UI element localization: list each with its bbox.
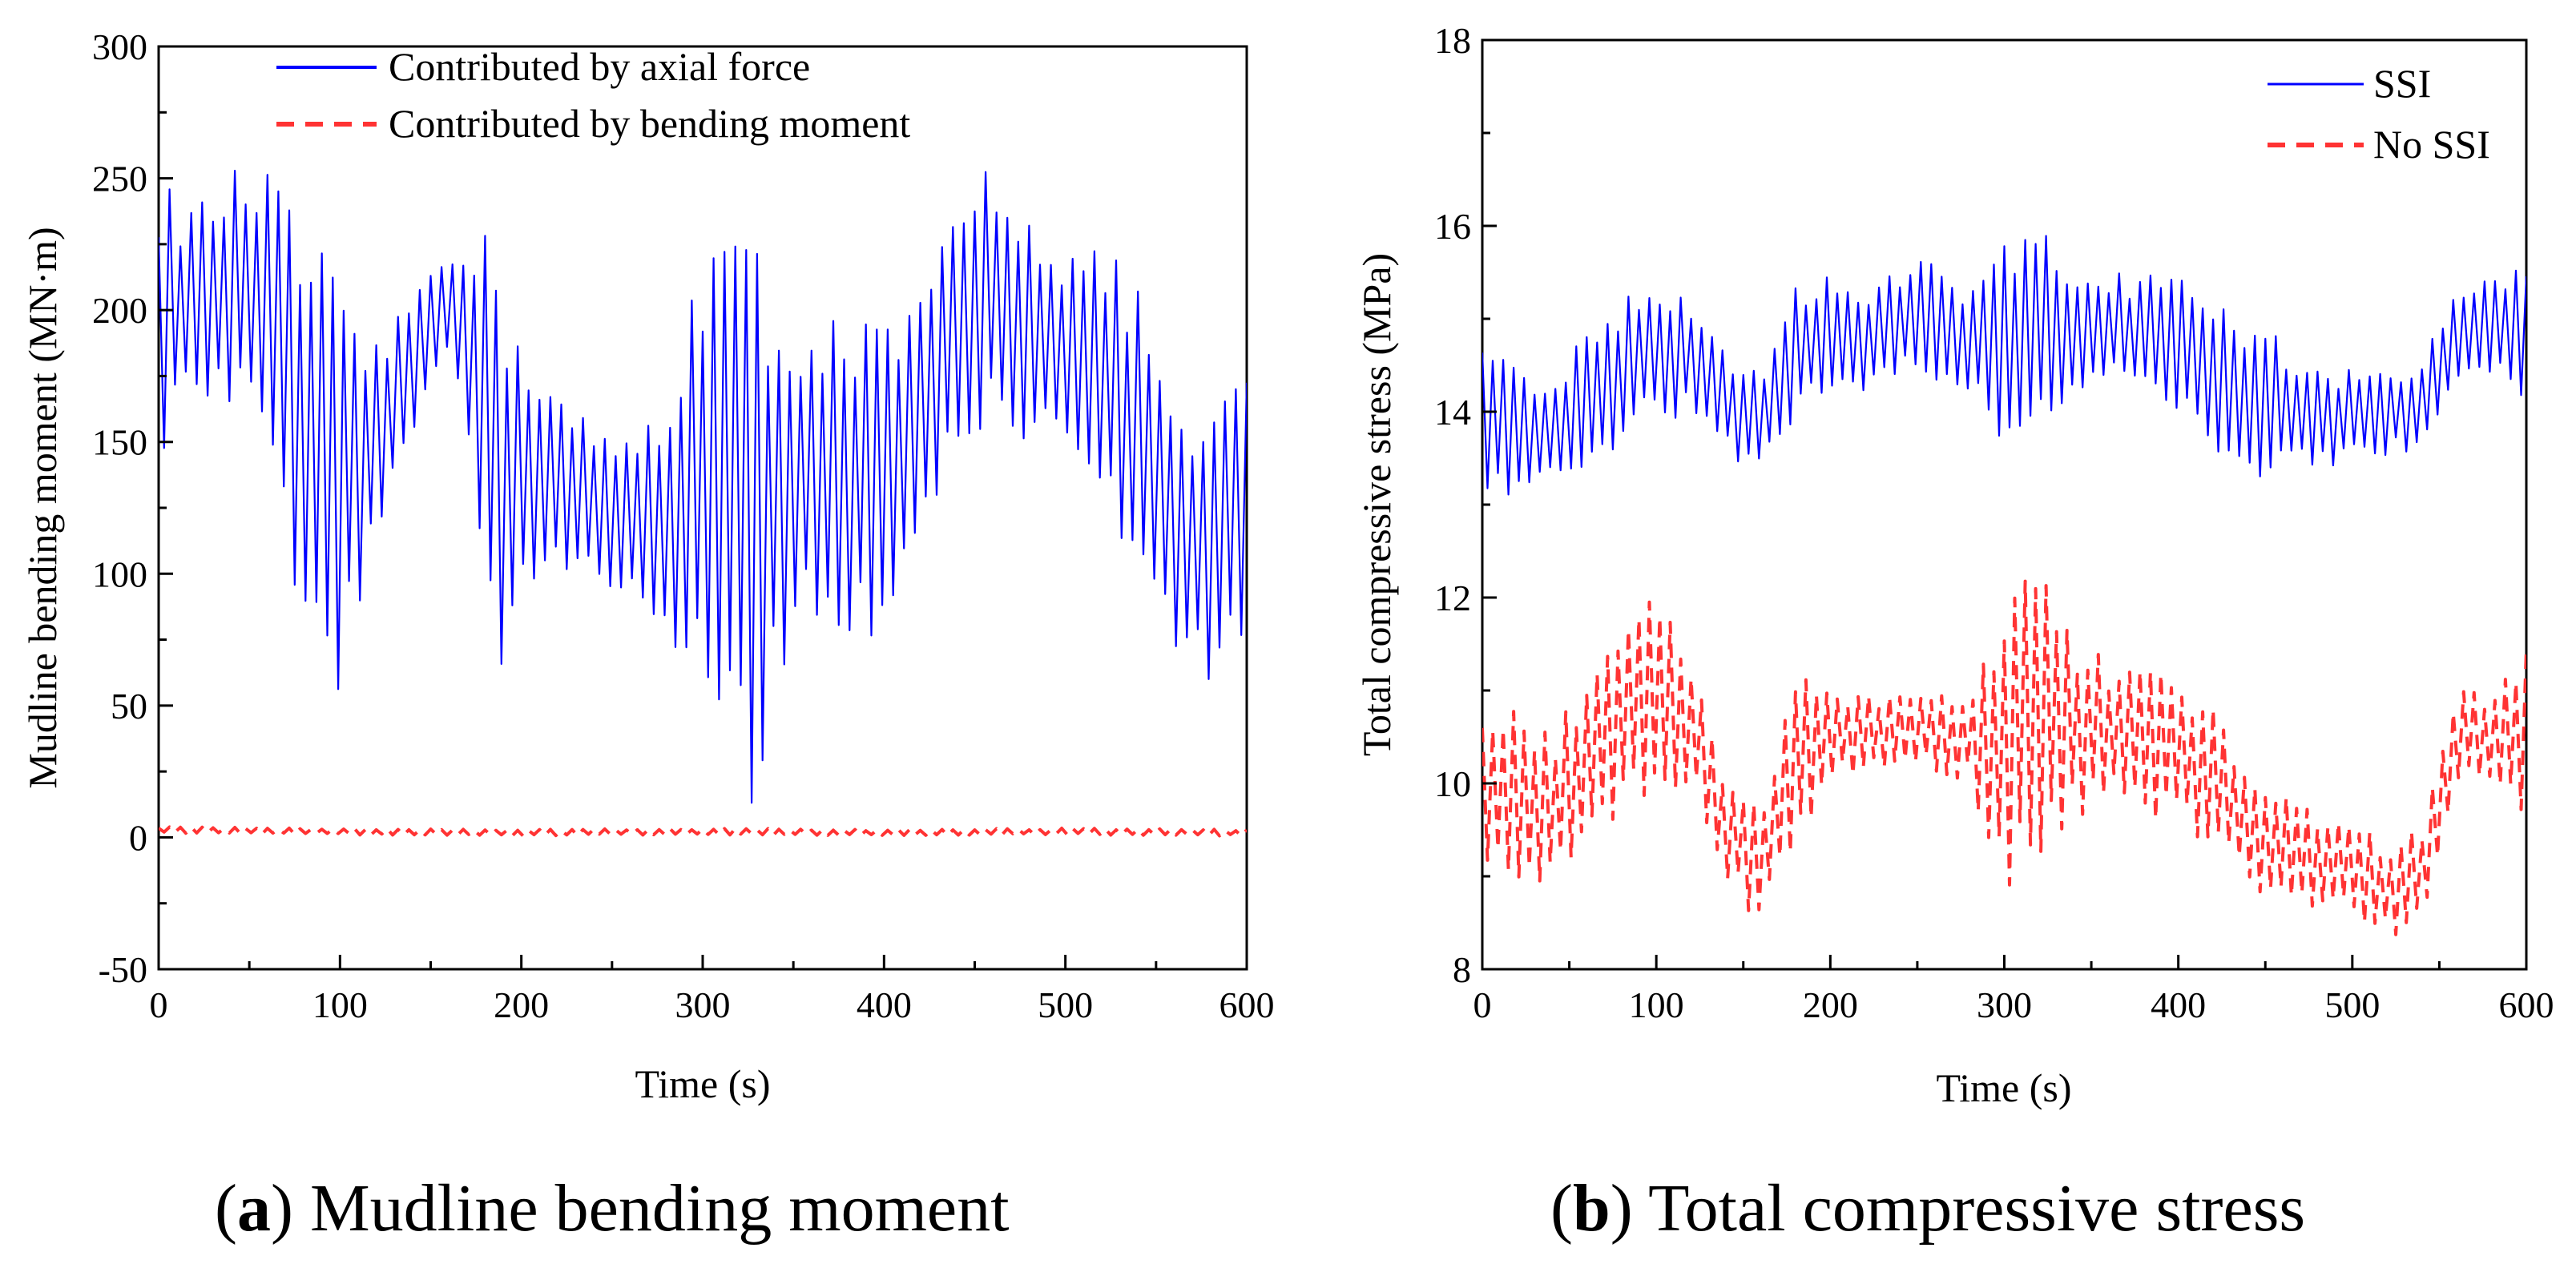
x-tick-label: 200 [494,984,549,1025]
x-tick-label: 600 [2499,984,2554,1025]
panel-b-caption-letter: b [1572,1171,1611,1246]
panel-b-caption-text: Total compressive stress [1648,1171,2306,1246]
panel-b-series-group [1482,235,2526,936]
x-tick-label: 600 [1219,984,1275,1025]
panel-a-series-group [159,170,1247,838]
panel-b-x-axis: 0 100 200 300 400 500 600 [1473,955,2554,1025]
panel-a-chart: 0 100 200 300 400 500 600 -5005010015020025030… [20,26,1275,1106]
x-tick-label: 200 [1803,984,1858,1025]
panel-a-caption: (a) Mudline bending moment [215,1171,1010,1246]
panel-b-chart: 0 100 200 300 400 500 600 8 10 12 14 16 18 Time (s)… [1354,20,2554,1110]
x-tick-label: 100 [312,984,368,1025]
panel-a-legend: Contributed by axial force Contributed b… [276,44,910,146]
panel-b-plot-frame [1481,38,2528,971]
x-tick-label: 500 [1038,984,1093,1025]
y-tick-label: 100 [92,553,147,594]
legend-label-no-ssi: No SSI [2373,122,2490,167]
series-line-contributed-by-bending-moment [159,825,1247,838]
y-tick-label: 16 [1434,206,1471,247]
series-line-ssi [1482,235,2526,496]
x-tick-label: 400 [2151,984,2206,1025]
x-tick-label: 0 [150,984,168,1025]
legend-label-axial-force: Contributed by axial force [389,44,810,89]
y-tick-label: 18 [1434,20,1471,61]
x-tick-label: 300 [1977,984,2032,1025]
x-tick-label: 400 [857,984,912,1025]
panel-b-legend: SSI No SSI [2268,61,2490,167]
y-tick-label: 12 [1434,578,1471,618]
y-tick-label: 10 [1434,763,1471,804]
panel-b-caption: (b) Total compressive stress [1550,1171,2306,1246]
y-tick-label: 0 [129,817,147,858]
x-tick-label: 300 [675,984,731,1025]
x-tick-label: 0 [1473,984,1492,1025]
panel-a-y-axis-label: Mudline bending moment (MN·m) [20,227,65,788]
panel-a-x-axis-label: Time (s) [635,1061,770,1106]
y-tick-label: 150 [92,422,147,463]
legend-label-bending-moment: Contributed by bending moment [389,101,910,146]
panel-a-caption-text: Mudline bending moment [309,1171,1010,1246]
panel-b-x-axis-label: Time (s) [1936,1065,2071,1110]
panel-b-y-axis: 8 10 12 14 16 18 [1434,20,1497,990]
series-line-no-ssi [1482,579,2526,936]
x-tick-label: 500 [2324,984,2380,1025]
panel-a-caption-letter: a [236,1171,271,1246]
panel-a-y-axis: -50 0 50 100 150 200 250 300 [92,26,173,990]
y-tick-label: 250 [92,159,147,199]
y-tick-label: 200 [92,290,147,331]
y-tick-label: 14 [1434,392,1471,433]
panel-a-x-axis: 0 100 200 300 400 500 600 [150,955,1275,1025]
series-line-contributed-by-axial-force [159,170,1247,804]
x-tick-label: 100 [1629,984,1684,1025]
legend-label-ssi: SSI [2373,61,2431,106]
y-tick-label: -50 [99,949,147,990]
y-tick-label: 8 [1453,949,1471,990]
panel-b-y-axis-label: Total compressive stress (MPa) [1354,253,1399,756]
y-tick-label: 300 [92,26,147,67]
y-tick-label: 50 [111,686,147,727]
